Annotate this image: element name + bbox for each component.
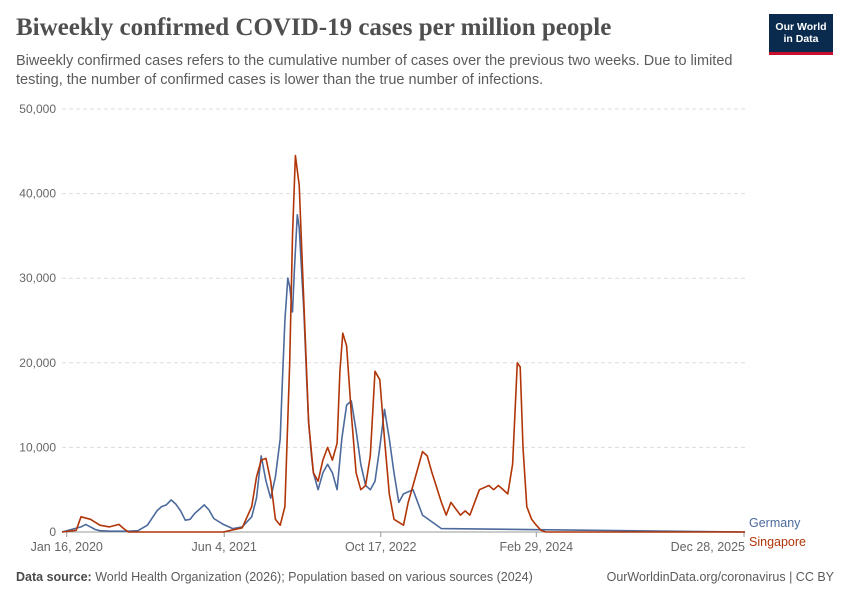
y-tick-label: 50,000 xyxy=(19,102,56,116)
source-text: World Health Organization (2026); Popula… xyxy=(95,570,533,584)
y-tick-label: 20,000 xyxy=(19,356,56,370)
legend-label-germany[interactable]: Germany xyxy=(749,516,801,530)
x-tick-label: Feb 29, 2024 xyxy=(499,540,573,554)
source-label: Data source: xyxy=(16,570,92,584)
series-line-germany[interactable] xyxy=(61,214,746,533)
x-axis-ticks: Jan 16, 2020 Jun 4, 2021 Oct 17, 2022 Feb 2… xyxy=(31,532,745,554)
y-axis-ticks: 0 10,000 20,000 30,000 40,000 50,000 xyxy=(19,102,56,539)
footer-credit[interactable]: OurWorldinData.org/coronavirus | CC BY xyxy=(606,570,834,584)
owid-logo[interactable]: Our World in Data xyxy=(769,14,833,55)
chart-subtitle: Biweekly confirmed cases refers to the c… xyxy=(16,53,733,88)
y-tick-label: 40,000 xyxy=(19,187,56,201)
footer-source: Data source: World Health Organization (… xyxy=(16,570,533,584)
x-tick-label: Dec 28, 2025 xyxy=(671,540,745,554)
legend-label-singapore[interactable]: Singapore xyxy=(749,535,806,549)
logo-line-2: in Data xyxy=(783,33,819,45)
grid-layer xyxy=(62,108,745,448)
x-tick-label: Oct 17, 2022 xyxy=(345,540,417,554)
y-tick-label: 30,000 xyxy=(19,271,56,285)
x-tick-label: Jan 16, 2020 xyxy=(31,540,103,554)
logo-line-1: Our World xyxy=(775,21,827,33)
x-tick-label: Jun 4, 2021 xyxy=(192,540,257,554)
series-layer xyxy=(61,154,746,533)
chart-title: Biweekly confirmed COVID-19 cases per mi… xyxy=(16,14,612,41)
y-tick-label: 0 xyxy=(49,525,56,539)
line-chart: 0 10,000 20,000 30,000 40,000 50,000 Jan 16, … xyxy=(19,102,806,554)
legend-layer: Germany Singapore xyxy=(749,516,806,549)
series-line-singapore[interactable] xyxy=(61,154,745,533)
y-tick-label: 10,000 xyxy=(19,440,56,454)
